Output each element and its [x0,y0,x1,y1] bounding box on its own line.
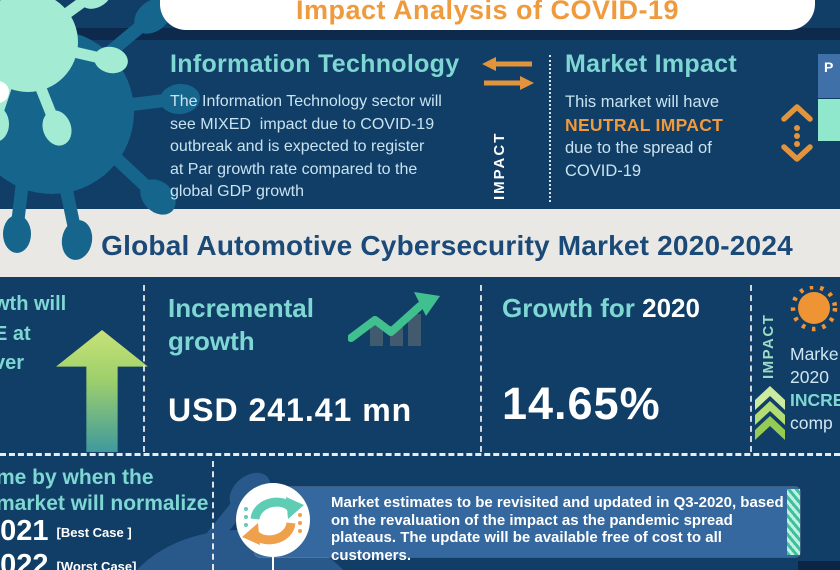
market-title-band: Global Automotive Cybersecurity Market 2… [0,209,840,277]
sector-heading: Information Technology [170,50,460,78]
growth-heading-accent: Growth for [502,293,635,323]
banner-underline-stripe [0,28,840,40]
bottom-vertical-divider [212,461,214,570]
incremental-heading-line: Incremental [168,293,314,323]
market-impact-section: Market Impact This market will have NEUT… [565,50,737,183]
sector-line: outbreak and is expected to register [170,138,425,155]
up-down-arrow-icon [781,104,813,162]
neutral-impact-highlight: NEUTRAL IMPACT [565,115,724,135]
left-clipped-line: E at [0,322,31,345]
vertical-divider [750,285,752,452]
market-impact-heading: Market Impact [565,50,738,78]
impact-scale-mint-cell [818,99,840,141]
incremental-growth-panel: Incremental growth [168,292,314,358]
right-clipped-line: comp [790,413,833,433]
best-case-row: 2021 [Best Case ] [0,515,132,548]
page-title: Impact Analysis of COVID-19 [295,0,680,25]
impact-scale-positive-label: P [818,54,840,98]
banner-ribbon: Impact Analysis of COVID-19 [160,0,815,30]
growth-heading-year: 2020 [642,293,700,323]
left-right-arrows-icon [482,57,534,90]
best-case-year: 2021 [0,515,49,547]
left-clipped-text: wth will E at ver [0,290,66,379]
chevrons-up-icon [755,386,785,440]
market-title: Global Automotive Cybersecurity Market 2… [101,230,793,261]
impact-vertical-label: IMPACT [491,131,508,200]
impact-vertical-label-right: IMPACT [760,313,777,379]
trend-up-icon [348,292,440,346]
right-clipped-line: 2020 [790,367,829,387]
sector-line: at Par growth rate compared to the [170,160,418,178]
left-clipped-line: wth will [0,293,67,315]
sector-impact-section: Information Technology The Information T… [170,50,459,204]
best-case-label: [Best Case ] [56,525,132,540]
top-dotted-divider [549,55,551,202]
virus-icon [790,286,838,332]
impact-scale-legend: P [818,54,840,141]
sector-line: see MIXED impact due to COVID-19 [170,115,435,133]
note-striped-edge [787,489,800,555]
right-clipped-line-accent: INCRE [790,390,840,410]
growth-2020-heading: Growth for 2020 [502,293,700,324]
sector-line: global GDP growth [170,183,304,200]
sector-line: The Information Technology sector will [170,93,442,110]
growth-2020-value: 14.65% [502,378,661,429]
update-note-text: Market estimates to be revisited and upd… [331,494,784,564]
incremental-heading-line: growth [168,326,255,356]
horizontal-dashed-divider [0,453,840,456]
refresh-icon [236,483,310,557]
market-impact-line: due to the spread of [565,139,712,157]
worst-case-row: 2022 [Worst Case] [0,549,136,570]
normalize-line1: me by when the [0,466,154,489]
market-impact-line: COVID-19 [565,162,642,180]
worst-case-year: 2022 [0,549,49,570]
vertical-divider [480,285,482,452]
update-note-box: Market estimates to be revisited and upd… [255,487,800,564]
vertical-divider [143,285,145,452]
right-clipped-line: Marke [790,344,839,364]
sector-description: The Information Technology sector will s… [170,91,459,204]
right-clipped-text: Marke 2020 INCRE comp [790,343,840,435]
market-impact-line: This market will have [565,93,720,111]
note-stem-line [272,555,274,570]
normalize-line2: market will normalize [0,492,209,515]
left-clipped-line: ver [0,352,25,374]
worst-case-label: [Worst Case] [56,559,137,570]
incremental-growth-value: USD 241.41 mn [168,392,413,428]
bottom-right-corner-block [798,561,840,570]
market-impact-description: This market will have NEUTRAL IMPACT due… [565,91,737,183]
up-arrow-icon [56,330,148,452]
